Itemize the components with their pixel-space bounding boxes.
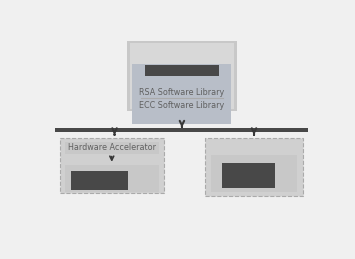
Bar [65, 142, 159, 154]
Bar [205, 138, 303, 196]
Bar [127, 41, 237, 111]
Bar [222, 163, 275, 188]
Text: ECC Software Library: ECC Software Library [139, 101, 225, 110]
Bar [138, 100, 226, 111]
Text: Hardware Accelerator: Hardware Accelerator [68, 143, 156, 153]
Bar [65, 165, 159, 192]
Bar [211, 155, 297, 192]
Bar [138, 86, 226, 98]
Bar [55, 128, 308, 132]
Text: RSA Software Library: RSA Software Library [139, 88, 225, 97]
Bar [145, 65, 219, 76]
Bar [71, 171, 128, 190]
Bar [60, 138, 164, 193]
Bar [132, 64, 231, 124]
Bar [130, 43, 234, 109]
